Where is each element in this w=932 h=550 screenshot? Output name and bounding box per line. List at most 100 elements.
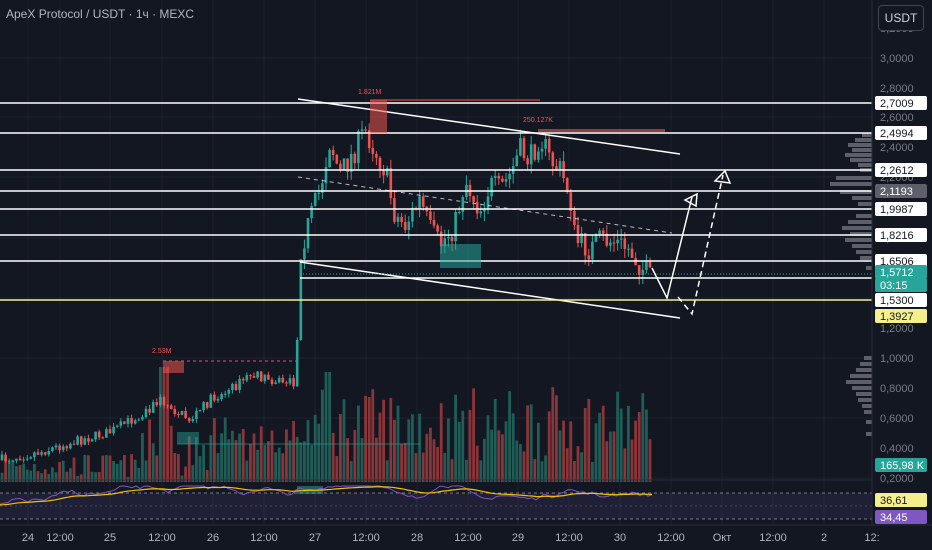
volume-bar [321, 389, 324, 482]
svg-text:1,5712: 1,5712 [880, 267, 914, 279]
candle-body [15, 458, 18, 461]
candle-body [105, 429, 108, 438]
candle-body [522, 138, 526, 159]
candle-body [447, 237, 450, 239]
volume-bar [241, 428, 245, 482]
volume-bar [11, 460, 15, 482]
volume-bar [533, 459, 537, 482]
candle-body [544, 138, 547, 149]
candle-body [0, 454, 4, 460]
candle-body [396, 216, 400, 222]
candle-body [76, 436, 79, 445]
price-label: 2,4994 [875, 126, 927, 140]
volume-bar [151, 443, 155, 482]
candle-body [641, 269, 645, 275]
candle-body [72, 443, 76, 445]
volume-bar [141, 433, 144, 482]
price-tick: 0,4000 [880, 443, 914, 455]
time-tick: 30 [614, 532, 626, 544]
volume-bar [166, 367, 169, 482]
candle-body [231, 383, 234, 390]
candle-body [443, 238, 447, 247]
channel-upper-line [297, 98, 681, 155]
supply-zone-2 [538, 129, 665, 132]
volume-bar [137, 467, 141, 482]
candle-body [209, 394, 213, 408]
volume-bar [432, 439, 436, 482]
volume-bar [15, 466, 18, 482]
candle-body [155, 402, 159, 406]
volume-bar [205, 469, 209, 482]
volume-bar [65, 471, 69, 482]
candle-body [94, 431, 97, 440]
candle-body [148, 408, 151, 413]
candle-body [529, 144, 533, 165]
volume-bar [447, 418, 450, 482]
candle-body [378, 157, 382, 170]
time-tick: 28 [411, 532, 423, 544]
price-label: 36,61 [875, 493, 927, 507]
time-tick: 2 [821, 532, 827, 544]
svg-text:1,5300: 1,5300 [880, 295, 914, 307]
volume-bar [403, 442, 407, 482]
volume-bar [339, 414, 342, 482]
svg-text:2,1193: 2,1193 [880, 186, 913, 198]
candle-body [310, 205, 313, 219]
grid-horizontal [0, 57, 872, 479]
volume-bar [130, 454, 133, 482]
candle-body [490, 177, 493, 197]
candle-body [119, 421, 123, 426]
volume-bar [328, 372, 331, 482]
time-tick: Окт [713, 532, 732, 544]
volume-bar [648, 439, 652, 482]
candle-body [177, 414, 180, 416]
volume-bar [177, 454, 180, 482]
volume-bar [349, 461, 353, 482]
candle-body [335, 155, 339, 164]
candle-body [457, 211, 461, 213]
volume-bar [411, 414, 414, 482]
volume-bar [22, 463, 25, 482]
candle-body [645, 261, 648, 270]
candle-body [407, 221, 411, 230]
volume-bar [252, 433, 256, 482]
time-tick: 27 [309, 532, 321, 544]
candle-body [558, 161, 562, 170]
candle-body [353, 153, 357, 164]
candle-body [101, 437, 105, 439]
candle-body [569, 192, 573, 211]
candle-body [51, 447, 54, 452]
candle-body [238, 378, 241, 391]
volume-bar [598, 412, 601, 482]
volume-bar [486, 415, 490, 482]
candle-body [184, 411, 187, 419]
volume-bar [619, 408, 623, 482]
volume-bar [238, 433, 241, 482]
volume-bar [123, 455, 126, 482]
volume-bar [540, 461, 544, 482]
volume-bar [454, 394, 457, 482]
candle-body [11, 460, 15, 462]
candle-body [637, 265, 641, 275]
annotation-vol1: 1.821M [358, 89, 382, 96]
annotation-vol3: 2.53M [152, 348, 172, 355]
volume-bar [511, 413, 515, 482]
candle-body [202, 402, 205, 411]
candle-body [313, 192, 317, 206]
svg-text:34,45: 34,45 [880, 512, 908, 524]
candle-body [97, 431, 101, 438]
volume-bar [389, 397, 393, 482]
volume-bar [526, 405, 529, 482]
volume-bar [79, 474, 83, 482]
candle-body [540, 148, 544, 152]
volume-bar [227, 439, 231, 482]
projection-arrow-dashed [677, 174, 724, 316]
volume-bar [61, 460, 65, 482]
candle-body [303, 248, 306, 260]
candle-body [331, 149, 335, 156]
volume-bar [353, 429, 357, 482]
candle-body [241, 378, 245, 381]
volume-bar [155, 455, 159, 482]
currency-button[interactable]: USDT [878, 5, 924, 31]
